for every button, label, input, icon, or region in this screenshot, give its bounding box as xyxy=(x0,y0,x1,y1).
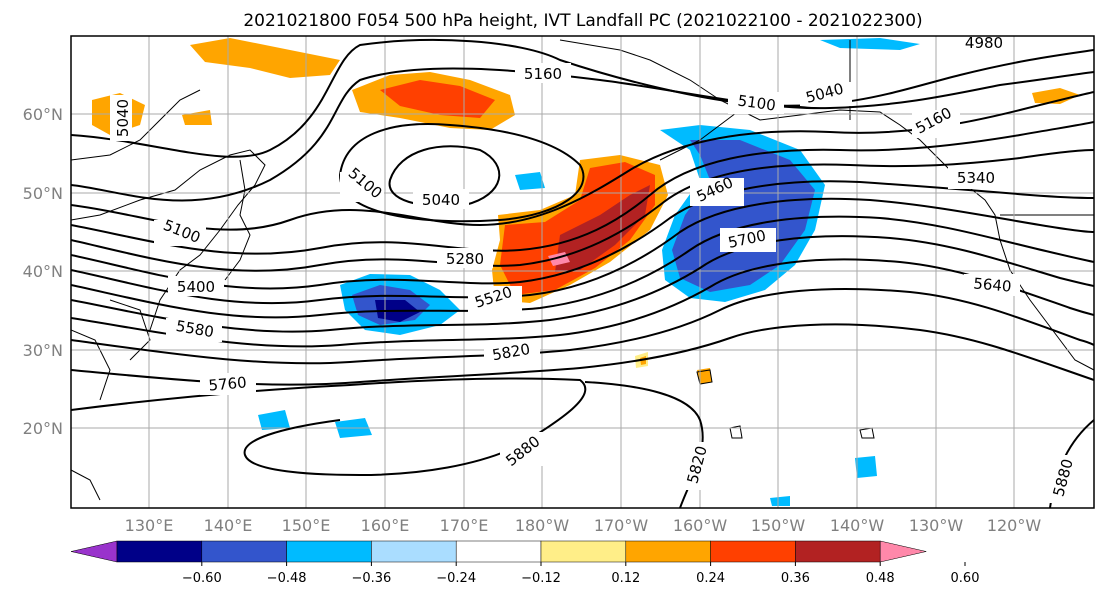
colorbar-swatch xyxy=(540,540,627,563)
contour-label: 5400 xyxy=(177,278,215,296)
lat-label: 40°N xyxy=(23,262,63,281)
colorbar-tick-label: 0.48 xyxy=(866,571,895,586)
contour-label: 5280 xyxy=(446,250,484,268)
contour-label: 4980 xyxy=(965,34,1003,52)
colorbar-tick-label: −0.48 xyxy=(267,571,307,586)
lon-label: 170°E xyxy=(440,516,489,535)
colorbar-tick-label: 0.60 xyxy=(951,571,980,586)
colorbar-swatch xyxy=(286,540,372,563)
height-contours xyxy=(71,39,1094,508)
lon-label: 150°W xyxy=(751,516,806,535)
lon-label: 130°W xyxy=(909,516,964,535)
lon-label: 120°W xyxy=(987,516,1042,535)
lon-label: 180°W xyxy=(515,516,570,535)
colorbar-tick-label: 0.36 xyxy=(781,571,810,586)
map-border xyxy=(70,35,1095,509)
longitude-labels: 130°E 140°E 150°E 160°E 170°E 180°W 170°… xyxy=(125,516,1042,535)
map-title: 2021021800 F054 500 hPa height, IVT Land… xyxy=(243,11,922,31)
lon-label: 140°E xyxy=(204,516,253,535)
colorbar-ticks: −0.60 −0.48 −0.36 −0.24 −0.12 0.12 0.24 0.36 0.4… xyxy=(182,562,980,586)
colorbar-swatch xyxy=(795,540,881,563)
contour-label: 5040 xyxy=(422,191,460,209)
contour-label: 5160 xyxy=(524,65,562,83)
colorbar-tick-label: −0.36 xyxy=(351,571,391,586)
lon-label: 170°W xyxy=(594,516,649,535)
colorbar: −0.60 −0.48 −0.36 −0.24 −0.12 0.12 0.24 0.36 0.4… xyxy=(70,540,980,586)
colorbar-swatch xyxy=(710,540,796,563)
colorbar-swatch xyxy=(201,540,287,563)
lon-label: 150°E xyxy=(282,516,331,535)
colorbar-swatch xyxy=(371,540,457,563)
colorbar-tick-label: −0.24 xyxy=(436,571,476,586)
colorbar-swatches xyxy=(70,540,927,563)
lon-label: 130°E xyxy=(125,516,174,535)
colorbar-extend-min xyxy=(70,540,118,563)
colorbar-tick-label: −0.12 xyxy=(521,571,561,586)
contour-label: 5100 xyxy=(737,91,777,114)
colorbar-tick-label: 0.12 xyxy=(611,571,640,586)
contour-label: 5640 xyxy=(973,274,1013,295)
colorbar-tick-label: 0.24 xyxy=(696,571,725,586)
lon-label: 140°W xyxy=(830,516,885,535)
contour-labels: 5040 5160 5100 5040 4980 5160 5040 5100 … xyxy=(110,32,1080,503)
coastlines xyxy=(71,39,1094,501)
contour-label: 5340 xyxy=(957,169,995,187)
lat-label: 50°N xyxy=(23,184,63,203)
lon-label: 160°E xyxy=(361,516,410,535)
colorbar-swatch xyxy=(116,540,203,563)
lon-label: 160°W xyxy=(673,516,728,535)
lat-label: 20°N xyxy=(23,419,63,438)
latitude-labels: 60°N 50°N 40°N 30°N 20°N xyxy=(23,105,63,438)
colorbar-swatch xyxy=(625,540,711,563)
contour-label: 5760 xyxy=(208,373,248,394)
lat-label: 60°N xyxy=(23,105,63,124)
colorbar-extend-max xyxy=(879,540,927,563)
colorbar-swatch xyxy=(455,540,542,563)
ivt-negative-shading xyxy=(258,38,920,506)
contour-label: 5040 xyxy=(114,99,132,137)
colorbar-tick-label: −0.60 xyxy=(182,571,222,586)
lat-label: 30°N xyxy=(23,341,63,360)
